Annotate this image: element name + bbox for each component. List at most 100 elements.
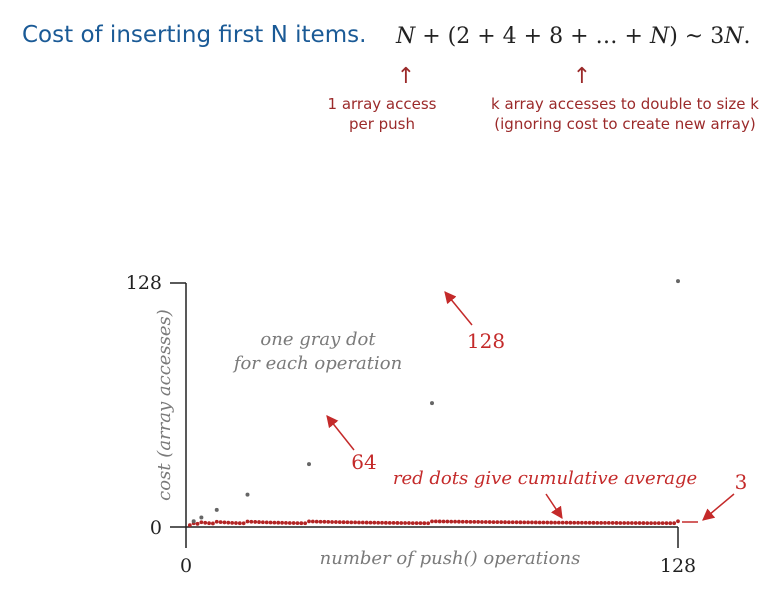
cumulative-average-dots bbox=[187, 519, 680, 527]
average-dot bbox=[318, 519, 323, 524]
average-dot bbox=[237, 521, 242, 526]
average-dot bbox=[349, 520, 354, 525]
average-dot bbox=[626, 521, 630, 525]
average-dot bbox=[468, 519, 473, 524]
average-dot bbox=[257, 520, 261, 524]
average-dot bbox=[249, 519, 254, 524]
average-dot bbox=[645, 521, 650, 525]
average-dot bbox=[341, 520, 346, 525]
arrow-3-icon bbox=[702, 493, 735, 521]
average-dot bbox=[599, 520, 604, 525]
average-dot bbox=[230, 520, 235, 525]
x-tick-128: 128 bbox=[660, 555, 696, 577]
average-dot bbox=[253, 520, 258, 524]
average-dot bbox=[580, 520, 584, 525]
average-dot bbox=[241, 521, 246, 526]
average-dot bbox=[299, 521, 304, 526]
average-dot bbox=[310, 519, 315, 524]
average-dot bbox=[391, 521, 396, 525]
average-dot bbox=[291, 521, 296, 525]
average-dot bbox=[487, 520, 492, 524]
label-cost-64: 64 bbox=[351, 450, 376, 474]
formula-sum: + (2 + 4 + 8 + … + bbox=[415, 24, 650, 49]
arrow-up-icon: ↑ bbox=[572, 64, 592, 89]
average-dot bbox=[368, 520, 373, 525]
average-dot bbox=[476, 520, 481, 524]
arrow-average-icon bbox=[545, 493, 563, 519]
average-dot bbox=[460, 519, 465, 524]
average-dot bbox=[553, 520, 557, 525]
average-dot bbox=[564, 520, 569, 525]
average-dot bbox=[533, 520, 538, 525]
gray-dot-note-line2: for each operation bbox=[232, 353, 402, 374]
average-dot bbox=[522, 520, 527, 525]
average-dot bbox=[372, 520, 377, 525]
average-dot bbox=[326, 520, 331, 524]
average-dot bbox=[395, 521, 400, 525]
page-title: Cost of inserting first N items. bbox=[22, 22, 367, 48]
average-dot bbox=[218, 520, 223, 525]
average-dot bbox=[307, 519, 311, 524]
formula-tilde: ) ~ 3 bbox=[669, 24, 725, 49]
average-dot bbox=[491, 520, 496, 524]
label-average-3: 3 bbox=[735, 470, 748, 494]
average-dot bbox=[360, 520, 365, 525]
y-tick-128: 128 bbox=[126, 272, 162, 294]
average-dot bbox=[364, 520, 369, 525]
average-dot bbox=[433, 519, 438, 524]
average-dot bbox=[618, 521, 623, 525]
average-dot bbox=[234, 521, 238, 525]
average-dot bbox=[376, 520, 381, 525]
average-dot bbox=[568, 520, 573, 525]
average-dot bbox=[214, 519, 219, 524]
average-dot bbox=[426, 521, 431, 526]
average-dot bbox=[591, 520, 596, 525]
average-dot bbox=[272, 520, 277, 525]
average-dot bbox=[660, 521, 665, 526]
average-dot bbox=[295, 521, 300, 526]
average-dot bbox=[518, 520, 523, 525]
average-dot bbox=[414, 521, 419, 526]
average-dot bbox=[545, 520, 550, 525]
average-dot bbox=[457, 519, 461, 524]
average-dot bbox=[387, 520, 392, 525]
arrow-up-icon: ↑ bbox=[396, 64, 416, 89]
note-double-cost: k array accesses to double to size k (ig… bbox=[478, 94, 772, 134]
note-push-cost: 1 array access per push bbox=[312, 94, 452, 134]
average-dot bbox=[345, 520, 350, 525]
x-axis-label: number of push() operations bbox=[320, 548, 581, 569]
operation-dot bbox=[676, 279, 680, 284]
average-dot bbox=[510, 520, 515, 525]
average-dot bbox=[453, 519, 457, 524]
average-dot bbox=[549, 520, 554, 525]
average-dot bbox=[322, 519, 327, 524]
average-dot bbox=[664, 521, 669, 526]
average-dot bbox=[287, 521, 292, 525]
note-double-line2: (ignoring cost to create new array) bbox=[494, 115, 756, 133]
arrow-64-icon bbox=[326, 415, 355, 451]
average-dot bbox=[303, 521, 308, 526]
average-dot bbox=[560, 520, 565, 525]
average-dot bbox=[464, 519, 469, 524]
average-dot bbox=[576, 520, 580, 525]
average-dot bbox=[264, 520, 269, 525]
average-dot bbox=[556, 520, 561, 525]
average-dot bbox=[437, 519, 442, 524]
average-dot bbox=[676, 519, 680, 524]
formula-n2: N bbox=[649, 24, 670, 49]
average-dot bbox=[430, 519, 434, 524]
average-dot bbox=[672, 521, 677, 526]
operation-dot bbox=[307, 462, 311, 467]
average-dot bbox=[399, 521, 404, 525]
average-dot bbox=[449, 519, 454, 524]
average-dot bbox=[337, 520, 342, 525]
formula-n1: N bbox=[396, 24, 416, 49]
average-dot bbox=[280, 520, 284, 525]
average-dot bbox=[541, 520, 546, 525]
average-dot bbox=[495, 520, 500, 525]
average-dot bbox=[380, 520, 384, 525]
note-double-line1: k array accesses to double to size k bbox=[491, 95, 759, 113]
average-dot bbox=[260, 520, 265, 525]
average-dot bbox=[649, 521, 653, 526]
average-dot bbox=[187, 523, 192, 527]
